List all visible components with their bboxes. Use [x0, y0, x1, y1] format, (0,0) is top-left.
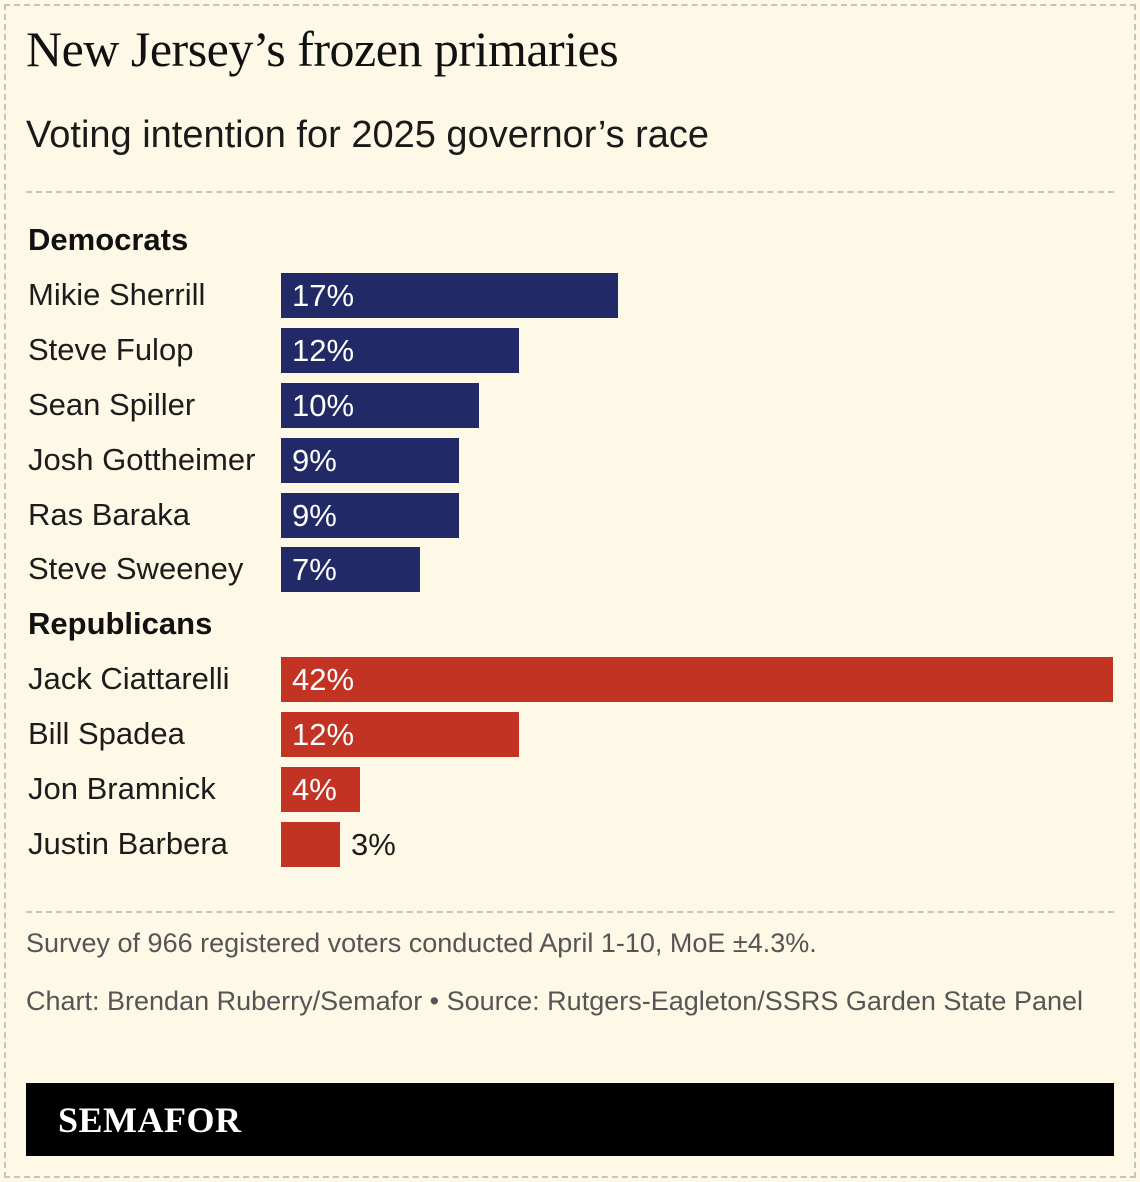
chart-title: New Jersey’s frozen primaries: [26, 21, 619, 77]
survey-note: Survey of 966 registered voters conducte…: [26, 928, 817, 958]
bar-sean-spiller: [281, 382, 479, 428]
row-label-steve-sweeney: Steve Sweeney: [28, 551, 244, 587]
group-label-democrats: Democrats: [28, 222, 189, 257]
source-credit: Chart: Brendan Ruberry/Semafor • Source:…: [26, 986, 1083, 1016]
value-label-sean-spiller: 10%: [292, 387, 355, 423]
value-label-bill-spadea: 12%: [292, 717, 355, 753]
bar-bill-spadea: [281, 712, 519, 758]
bottom-divider: [26, 911, 1114, 913]
chart-subtitle: Voting intention for 2025 governor’s rac…: [26, 114, 710, 156]
value-label-jack-ciattarelli: 42%: [292, 662, 355, 698]
group-label-republicans: Republicans: [28, 606, 213, 642]
row-label-josh-gottheimer: Josh Gottheimer: [28, 441, 256, 477]
bar-justin-barbera: [281, 821, 340, 867]
row-label-bill-spadea: Bill Spadea: [28, 716, 185, 752]
value-label-steve-sweeney: 7%: [292, 552, 337, 588]
row-label-mikie-sherrill: Mikie Sherrill: [28, 276, 206, 312]
row-label-jack-ciattarelli: Jack Ciattarelli: [28, 661, 230, 697]
bar-jack-ciattarelli: [281, 657, 1113, 703]
value-label-steve-fulop: 12%: [292, 332, 355, 368]
row-label-steve-fulop: Steve Fulop: [28, 331, 194, 367]
value-label-josh-gottheimer: 9%: [292, 442, 337, 478]
bar-steve-fulop: [281, 327, 519, 373]
semafor-logo: SEMAFOR: [58, 1100, 242, 1140]
value-label-jon-bramnick: 4%: [292, 772, 337, 807]
value-label-justin-barbera: 3%: [351, 826, 396, 862]
bar-jon-bramnick: [281, 767, 360, 812]
bar-josh-gottheimer: [281, 437, 459, 483]
bar-mikie-sherrill: [281, 272, 618, 318]
value-label-mikie-sherrill: 17%: [292, 277, 355, 313]
row-label-jon-bramnick: Jon Bramnick: [28, 771, 216, 806]
value-label-ras-baraka: 9%: [292, 497, 337, 533]
top-divider: [26, 191, 1114, 193]
bar-steve-sweeney: [281, 547, 420, 593]
row-label-justin-barbera: Justin Barbera: [28, 825, 228, 861]
chart-frame: [4, 4, 1136, 1178]
row-label-sean-spiller: Sean Spiller: [28, 386, 196, 422]
brand-footer: SEMAFOR: [26, 1083, 1114, 1156]
row-label-ras-baraka: Ras Baraka: [28, 496, 190, 532]
bar-ras-baraka: [281, 492, 459, 538]
